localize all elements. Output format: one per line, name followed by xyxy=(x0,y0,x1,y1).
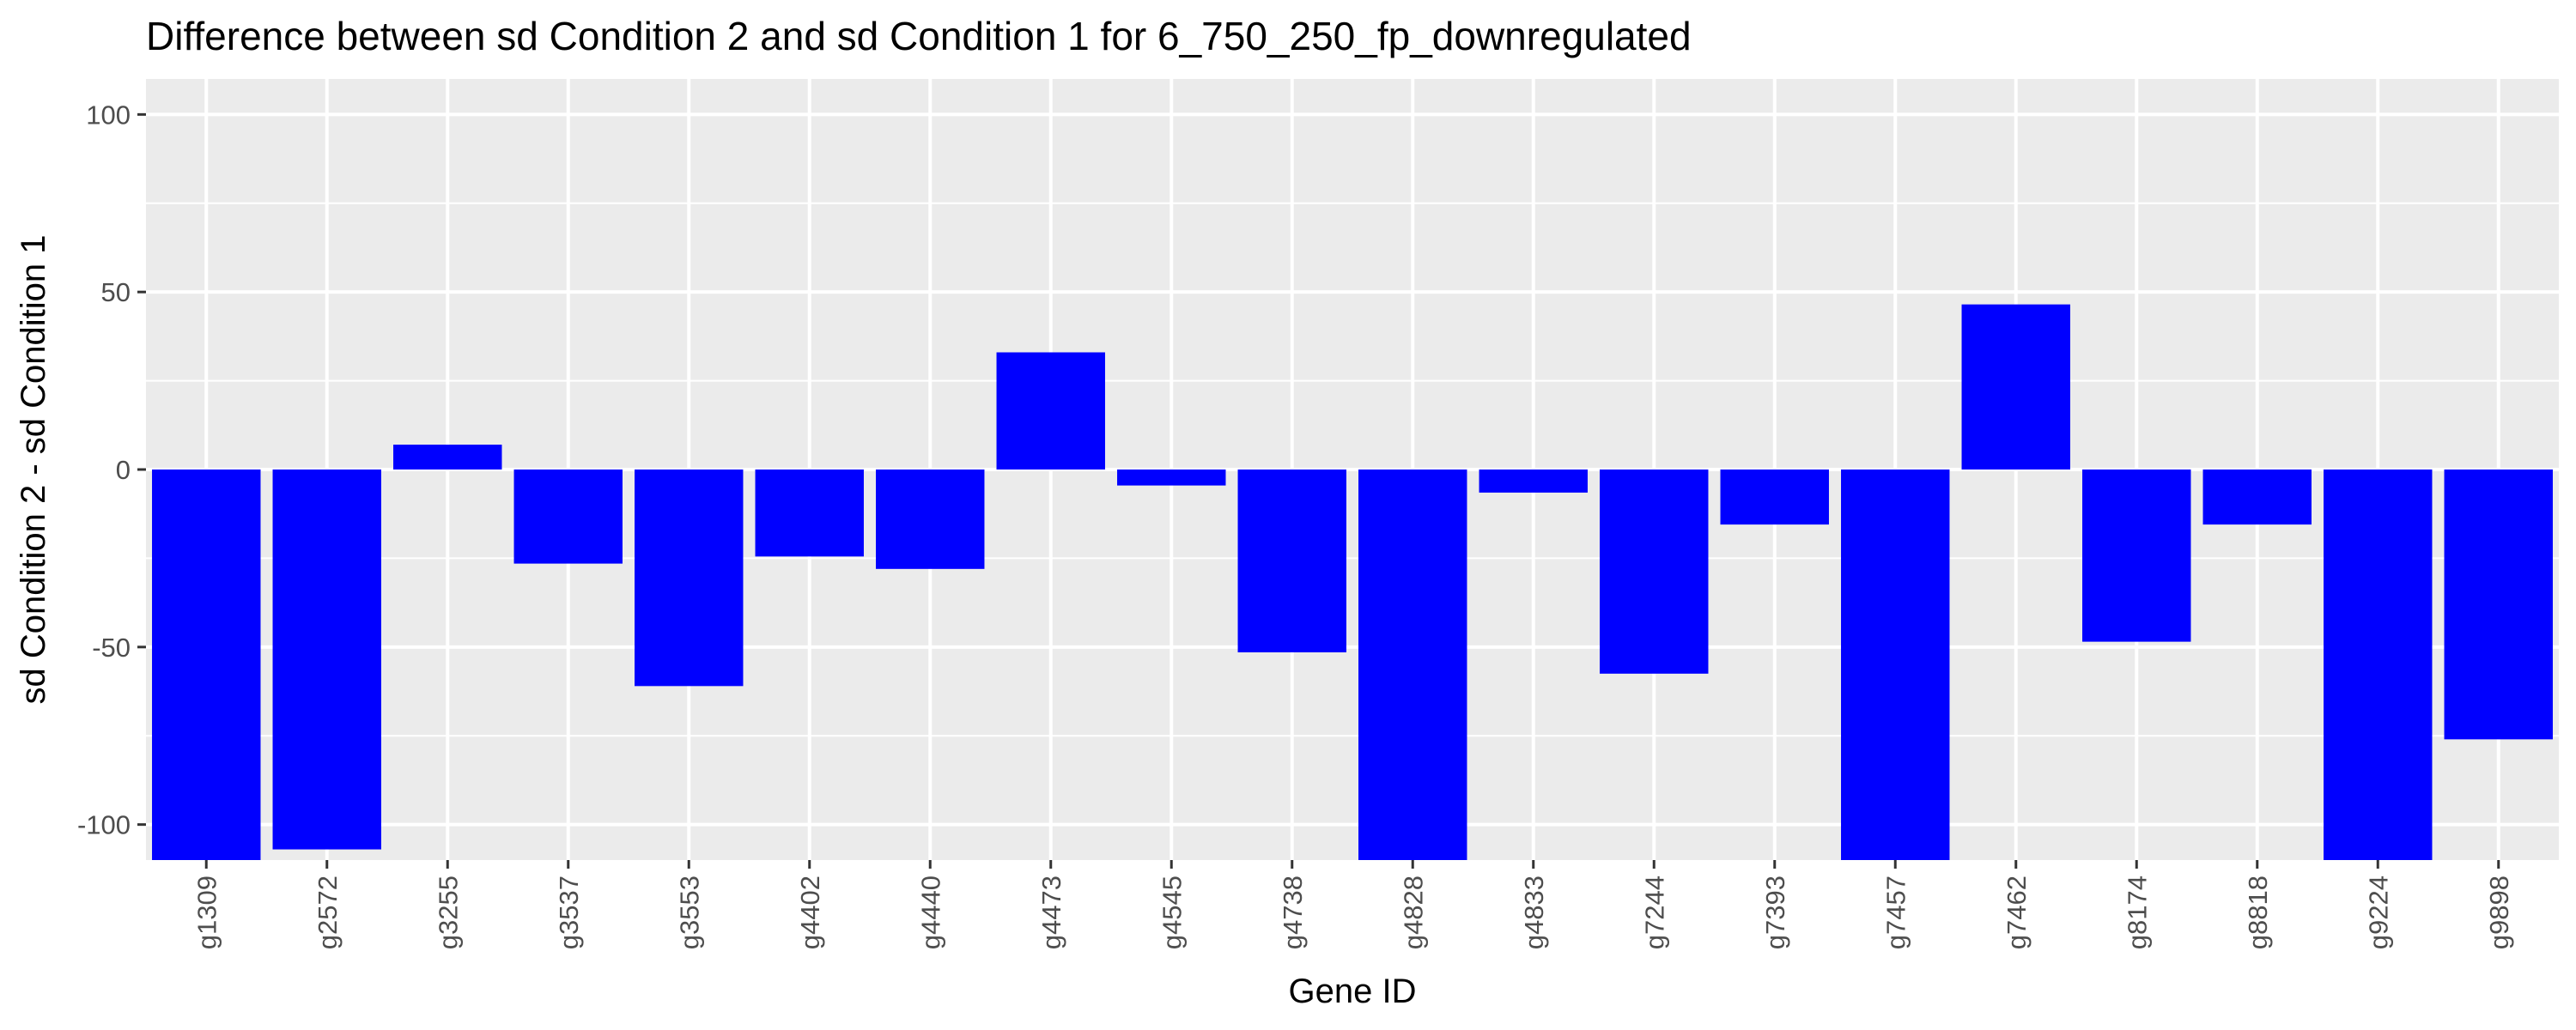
x-tick-label: g9898 xyxy=(2484,876,2514,949)
bar-g4473 xyxy=(996,352,1105,470)
bar-g3537 xyxy=(513,470,623,564)
bar-g9224 xyxy=(2324,470,2433,860)
x-tick-label: g7462 xyxy=(2002,876,2032,949)
bar-g7457 xyxy=(1841,470,1950,860)
bar-g4545 xyxy=(1117,470,1226,486)
x-tick-label: g2572 xyxy=(313,876,343,949)
y-axis-title: sd Condition 2 - sd Condition 1 xyxy=(15,235,52,705)
x-tick-label: g4833 xyxy=(1519,876,1549,949)
bars xyxy=(152,304,2553,860)
y-axis: -100 -50 0 50 100 xyxy=(77,100,146,840)
x-tick-label: g3537 xyxy=(554,876,584,949)
x-tick-label: g9224 xyxy=(2363,876,2393,949)
bar-g4828 xyxy=(1358,470,1467,860)
x-tick-label: g4738 xyxy=(1278,876,1308,949)
y-tick-label: -100 xyxy=(77,810,131,840)
x-tick-label: g4402 xyxy=(795,876,825,949)
bar-g8818 xyxy=(2202,470,2312,525)
x-axis: g1309 g2572 g3255 g3537 g3553 g4402 g4440 g4473… xyxy=(191,860,2514,949)
x-tick-label: g4473 xyxy=(1036,876,1066,949)
bar-g7462 xyxy=(1961,304,2070,470)
bar-g1309 xyxy=(152,470,261,860)
bar-g3553 xyxy=(635,470,744,687)
x-tick-label: g7393 xyxy=(1760,876,1790,949)
y-tick-label: 100 xyxy=(86,100,131,130)
x-tick-label: g4545 xyxy=(1157,876,1187,949)
x-tick-label: g8818 xyxy=(2243,876,2273,949)
bar-g7393 xyxy=(1720,470,1829,525)
x-tick-label: g4440 xyxy=(915,876,945,949)
bar-g4738 xyxy=(1237,470,1346,653)
chart-title: Difference between sd Condition 2 and sd… xyxy=(146,14,1692,58)
x-tick-label: g7457 xyxy=(1880,876,1911,949)
bar-g3255 xyxy=(393,445,502,470)
bar-g9898 xyxy=(2444,470,2553,740)
bar-g4440 xyxy=(876,470,985,569)
x-tick-label: g7244 xyxy=(1639,876,1669,949)
bar-g2572 xyxy=(272,470,381,850)
x-tick-label: g4828 xyxy=(1398,876,1428,949)
bar-g8174 xyxy=(2082,470,2191,642)
bar-g7244 xyxy=(1600,470,1709,674)
bar-g4402 xyxy=(755,470,864,557)
x-tick-label: g1309 xyxy=(191,876,222,949)
x-tick-label: g3553 xyxy=(674,876,704,949)
x-tick-label: g8174 xyxy=(2122,876,2152,949)
x-axis-title: Gene ID xyxy=(1289,972,1417,1010)
y-tick-label: 50 xyxy=(101,277,131,307)
bar-g4833 xyxy=(1479,470,1588,493)
y-tick-label: 0 xyxy=(116,455,131,485)
x-tick-label: g3255 xyxy=(433,876,463,949)
y-tick-label: -50 xyxy=(92,633,131,663)
